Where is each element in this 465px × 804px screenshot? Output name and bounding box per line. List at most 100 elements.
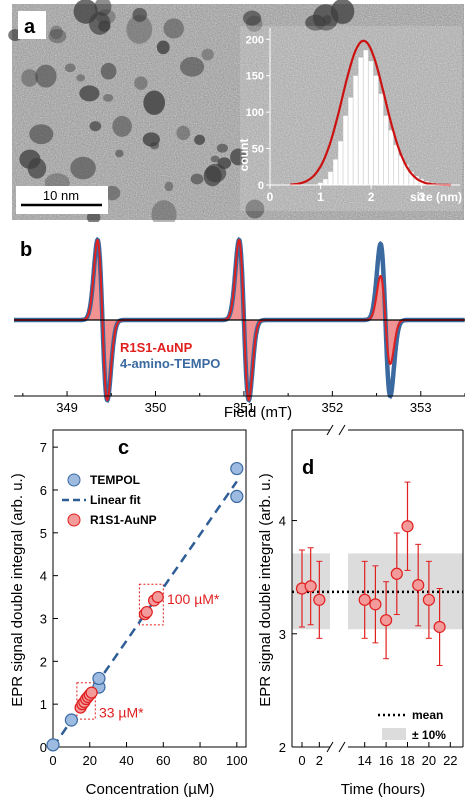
inset-x-tick-label: 1 [317,190,324,204]
panel-b-x-tick-label: 352 [322,400,344,415]
nanoparticle [100,62,117,80]
histogram-bar [383,115,389,186]
gaussian-fit-line [290,39,451,187]
axis-break-0-b [338,424,346,436]
nanoparticle [115,149,124,158]
panel-c-y-tick-label: 3 [40,611,47,626]
panel-c-y-tick-label: 6 [40,483,47,498]
nanoparticle [134,76,148,90]
annotation-100um: 100 µM* [167,591,220,607]
panel-c-x-tick-label: 80 [193,753,207,768]
legend-label-band: ± 10% [412,728,446,742]
nanoparticle [35,64,57,88]
stability-point [390,567,403,580]
inset-y-tick-label: 50 [252,144,264,156]
nanoparticle [150,142,160,150]
nanoparticle [76,74,86,82]
panel-c-x-tick-label: 100 [226,753,248,768]
panel-d-y-tick-label: 2 [279,740,286,755]
histogram-inset: 0 1 2 3 0 50 100 150 200 size (nm) count [237,26,462,211]
series-line-r1s1-aunp [14,238,465,402]
inset-ylabel: count [237,139,251,172]
nanoparticle [176,125,191,141]
scale-bar-box [16,186,108,214]
histogram-bar [388,130,394,186]
panel-d-y-tick-label: 3 [279,627,286,642]
inset-x-tick-label: 0 [267,190,274,204]
histogram-bar [363,50,369,186]
histogram-bar [332,159,338,186]
histogram-bar [343,115,349,186]
stability-point [380,614,393,627]
panel-c-x-tick-label: 60 [156,753,170,768]
stability-point [304,580,317,593]
nanoparticle [156,40,170,55]
nanoparticle [163,18,184,39]
panel-b-x-tick-label: 349 [56,400,78,415]
panel-b-plot: 349 350 351 352 353 [14,236,465,415]
panel-b-x-tick-label: 351 [233,400,255,415]
nanoparticle [126,14,153,44]
panel-c-plot: 0 20 40 60 80 100 0 1 2 3 4 5 6 7 100 µM* 33 µM* c TEMPOL… [40,429,248,768]
panel-b-x-tick-label: 350 [145,400,167,415]
stability-point [369,598,382,611]
inset-x-tick-label: 3 [418,190,425,204]
nanoparticle [217,157,232,169]
nanoparticle [216,143,228,153]
nanoparticle [194,134,206,146]
panel-c-y-tick-label: 7 [40,440,47,455]
inset-y-tick-label: 150 [246,71,264,83]
inset-y-tick-label: 100 [246,107,264,119]
stability-point [412,579,425,592]
scale-bar-label: 10 nm [43,188,79,203]
panel-c-letter: c [118,437,129,459]
axis-break-1-a [326,741,334,753]
legend-r1s1-aunp: R1S1-AuNP [120,340,193,355]
annotation-box-100um [138,583,164,626]
nanoparticle [322,15,332,25]
histogram-bar [322,178,328,186]
panel-c-y-tick-label: 0 [40,740,47,755]
panel-d-y-tick-label: 4 [279,514,286,529]
r1s1-aunp-point [151,590,164,604]
panel-d-x-tick-label: 14 [357,753,371,768]
legend-marker-tempol [67,473,81,487]
nanoparticle [245,199,265,219]
stability-point [313,593,326,606]
panel-d-x-tick-label: 22 [443,753,457,768]
panel-c-xlabel: Concentration (µM) [86,781,215,798]
panel-c-x-tick-label: 40 [119,753,133,768]
panel-d-plot: 2 3 4 0 2 14 16 18 20 22 d mean ± 10% [279,424,464,768]
panel-b-x-tick-label: 353 [410,400,432,415]
legend-label-r1s1-aunp: R1S1-AuNP [90,513,157,527]
nanoparticle [203,165,222,187]
panel-c-x-tick-label: 20 [83,753,97,768]
panel-d-xlabel: Time (hours) [341,781,425,798]
panel-b-epr-spectra: b 349 350 351 352 353 R1S1-AuNP 4-amino-TEMP… [14,236,465,421]
panel-a-tem-image: a 10 nm 0 1 2 3 0 50 100 150 200 size (nm) count [8,0,464,222]
panel-c-y-tick-label: 5 [40,526,47,541]
nanoparticle [70,156,96,180]
panel-d-x-tick-label: 2 [316,753,323,768]
nanoparticle [164,181,174,192]
tempol-point [92,671,106,686]
panel-d-x-tick-label: 0 [298,753,305,768]
legend-marker-band [382,728,406,740]
nanoparticle [29,124,54,145]
panel-d-x-tick-label: 20 [422,753,436,768]
nanoparticle [230,148,247,166]
histogram-bar [393,144,399,186]
nanoparticle [201,48,214,61]
stability-point [422,593,435,606]
histogram-bar [358,57,364,186]
panel-d-letter: d [302,457,314,479]
r1s1-aunp-point [140,605,153,619]
nanoparticle [89,121,102,132]
legend-marker-r1s1-aunp [67,513,81,527]
histogram-bar [353,75,359,186]
tempol-point [230,489,244,503]
stability-point [433,620,446,634]
panel-d-stability: EPR signal double integral (arb. u.) 2 3 4… [257,424,464,798]
nanoparticle [19,149,41,169]
nanoparticle [79,85,100,102]
